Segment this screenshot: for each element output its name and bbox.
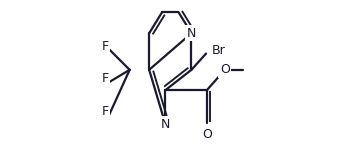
Text: F: F <box>102 72 109 85</box>
Text: O: O <box>202 128 212 141</box>
Text: F: F <box>102 105 109 118</box>
Text: N: N <box>187 27 196 40</box>
Text: F: F <box>102 40 109 53</box>
Text: Br: Br <box>212 44 226 57</box>
Text: O: O <box>220 63 230 76</box>
Text: N: N <box>161 118 170 131</box>
